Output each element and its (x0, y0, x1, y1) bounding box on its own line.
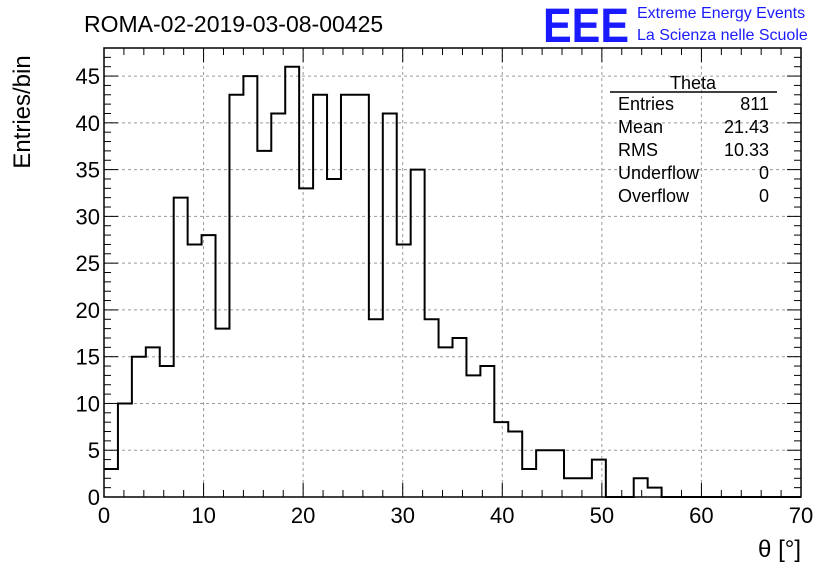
histogram-bin (592, 460, 606, 497)
histogram-bin (466, 375, 480, 497)
histogram-bin (648, 488, 662, 497)
y-tick-label: 20 (76, 298, 100, 323)
x-tick-label: 60 (689, 503, 713, 528)
y-tick-label: 15 (76, 345, 100, 370)
histogram-bin (634, 478, 648, 497)
stats-rows: Entries 811 Mean 21.43 RMS 10.33 Underflow 0 Ove… (618, 94, 769, 206)
stats-row-value: 0 (759, 186, 769, 206)
x-tick-label: 70 (789, 503, 813, 528)
histogram-bin (397, 244, 411, 497)
x-tick-label: 20 (291, 503, 315, 528)
histogram-bin (550, 450, 564, 497)
y-tick-label: 5 (88, 438, 100, 463)
histogram-bin (355, 95, 369, 497)
run-title: ROMA-02-2019-03-08-00425 (84, 11, 383, 37)
histogram-bin (494, 422, 508, 497)
histogram-bin (439, 347, 453, 497)
histogram-bin (453, 338, 467, 497)
histogram-bin (480, 366, 494, 497)
histogram-bin (425, 319, 439, 497)
histogram-bin (508, 432, 522, 497)
stats-row-label: Overflow (618, 186, 690, 206)
stats-row-value: 21.43 (724, 117, 769, 137)
histogram-bin (146, 347, 160, 497)
y-tick-label: 25 (76, 251, 100, 276)
stats-row-label: Underflow (618, 163, 700, 183)
histogram-bin (229, 95, 243, 497)
x-tick-label: 30 (390, 503, 414, 528)
histogram-bin (174, 198, 188, 497)
eee-logo: EEE Extreme Energy Events La Scienza nel… (543, 0, 808, 53)
grid-layer (104, 48, 801, 497)
histogram-bin (369, 319, 383, 497)
y-tick-label: 30 (76, 204, 100, 229)
histogram-bin (118, 403, 132, 497)
x-tick-label: 10 (191, 503, 215, 528)
histogram-bin (160, 366, 174, 497)
logo-line2: La Scienza nelle Scuole (637, 27, 808, 44)
y-tick-label: 0 (88, 485, 100, 510)
histogram-bin (257, 151, 271, 497)
histogram-bin (243, 76, 257, 497)
histogram-layer (104, 65, 801, 498)
histogram-bin (327, 179, 341, 497)
y-axis-title: Entries/bin (9, 55, 36, 168)
histogram-bin (313, 95, 327, 497)
x-tick-label: 50 (590, 503, 614, 528)
histogram-bin (188, 244, 202, 497)
stats-row-value: 811 (740, 94, 769, 114)
y-tick-label: 10 (76, 391, 100, 416)
stats-row-value: 10.33 (724, 140, 769, 160)
histogram-outline (104, 65, 801, 498)
histogram-bin (341, 95, 355, 497)
logo-line1: Extreme Energy Events (637, 5, 805, 22)
x-tick-label: 40 (490, 503, 514, 528)
histogram-bin (383, 113, 397, 497)
histogram-bin (564, 478, 578, 497)
logo-mark: EEE (543, 0, 629, 53)
histogram-bin (536, 450, 550, 497)
histogram-bin (104, 469, 118, 497)
y-tick-label: 35 (76, 158, 100, 183)
x-tick-label: 0 (98, 503, 110, 528)
stats-row-label: Mean (618, 117, 663, 137)
histogram-bin (202, 235, 216, 497)
y-tick-label: 40 (76, 111, 100, 136)
axes-layer: 0 10 20 30 40 50 60 70 0 5 10 15 20 25 30 35 40 45 (76, 47, 813, 528)
x-axis-title: θ [°] (758, 536, 801, 563)
histogram-bin (299, 188, 313, 497)
histogram-bin (285, 67, 299, 497)
stats-row-value: 0 (759, 163, 769, 183)
histogram-bin (132, 357, 146, 497)
stats-row-label: RMS (618, 140, 658, 160)
stats-box: Theta Entries 811 Mean 21.43 RMS 10.33 Underfl… (610, 73, 777, 206)
histogram-bin (216, 329, 230, 497)
histogram-bin (578, 478, 592, 497)
stats-row-label: Entries (618, 94, 674, 114)
y-tick-label: 45 (76, 64, 100, 89)
stats-title: Theta (670, 73, 717, 93)
histogram-bin (411, 170, 425, 497)
histogram-bin (271, 113, 285, 497)
histogram-bin (522, 469, 536, 497)
